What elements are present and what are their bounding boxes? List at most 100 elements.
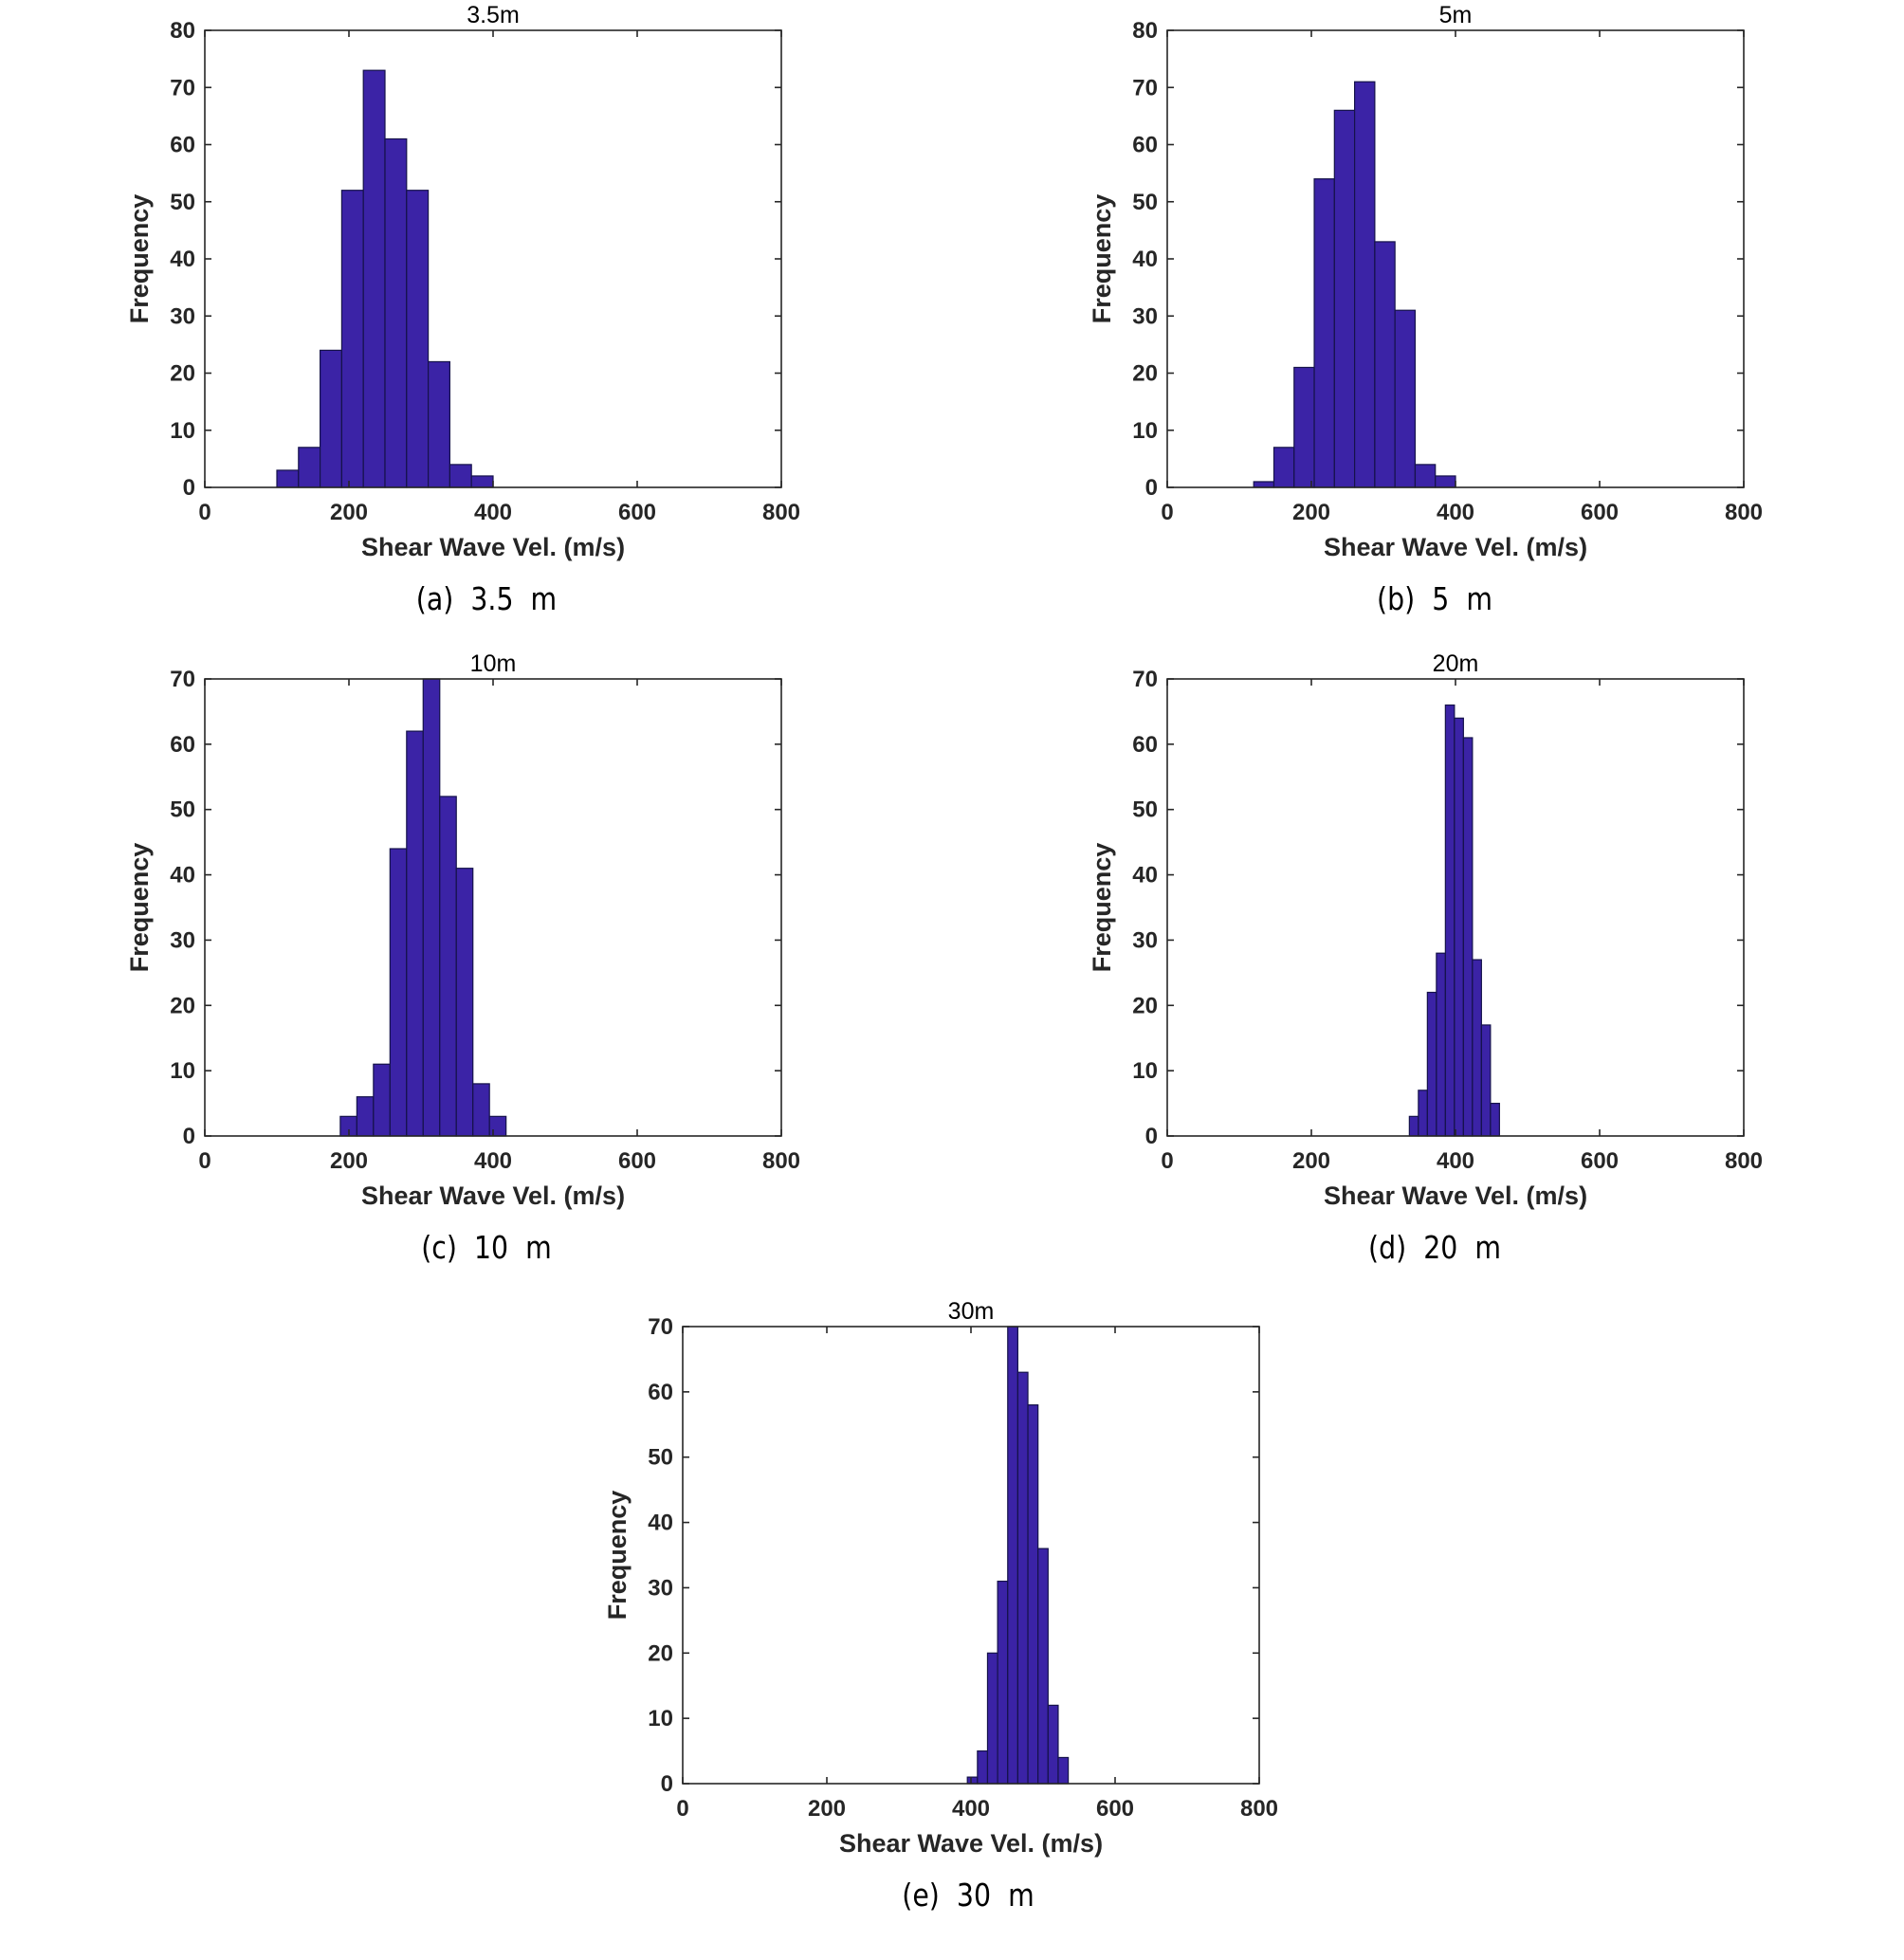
y-axis-label: Frequency — [1088, 843, 1116, 973]
histogram-bar — [1435, 475, 1456, 488]
y-tick-label: 70 — [1132, 667, 1158, 692]
y-tick-label: 50 — [170, 797, 195, 823]
y-tick-label: 50 — [648, 1445, 673, 1471]
panel-caption: (c) 10 m — [421, 1229, 552, 1266]
panel-caption: (b) 5 m — [1377, 580, 1492, 617]
histogram-bar — [1374, 241, 1396, 488]
y-tick-label: 10 — [648, 1706, 673, 1731]
x-tick-label: 800 — [1240, 1796, 1278, 1822]
x-tick-label: 800 — [762, 500, 800, 525]
y-axis-label: Frequency — [125, 843, 154, 973]
x-tick-label: 0 — [198, 1148, 211, 1174]
plot-title: 20m — [1433, 650, 1479, 677]
y-tick-label: 70 — [1132, 75, 1158, 101]
histogram-bar — [1037, 1548, 1049, 1785]
histogram-bar — [986, 1652, 998, 1785]
histogram-panel-3-5m: 0 10 20 30 40 50 60 70 80 0 200 400 600 800 3.5m Shear … — [0, 0, 948, 664]
axes-frame — [204, 678, 782, 1137]
histogram-bar — [470, 475, 494, 488]
histogram-bar — [966, 1776, 979, 1785]
y-tick-label: 30 — [1132, 303, 1158, 329]
plot-title: 3.5m — [467, 2, 520, 28]
y-tick-label: 40 — [170, 247, 195, 272]
y-tick-label: 70 — [170, 75, 195, 101]
x-axis-label: Shear Wave Vel. (m/s) — [1324, 1181, 1587, 1210]
histogram-bar — [1436, 952, 1446, 1137]
histogram-bar — [276, 469, 300, 488]
histogram-bar — [1444, 704, 1455, 1137]
axes-frame — [682, 1326, 1260, 1785]
x-tick-label: 800 — [762, 1148, 800, 1174]
histogram-bar — [977, 1749, 989, 1785]
y-tick-label: 0 — [1145, 475, 1158, 501]
panel-caption: (a) 3.5 m — [415, 580, 558, 617]
y-axis-label: Frequency — [1088, 194, 1116, 324]
x-axis-label: Shear Wave Vel. (m/s) — [361, 1181, 625, 1210]
histogram-bar — [488, 1115, 507, 1137]
histogram-bar — [449, 464, 472, 488]
y-tick-label: 70 — [648, 1314, 673, 1340]
histogram-bar — [1490, 1102, 1500, 1137]
x-tick-label: 400 — [474, 1148, 512, 1174]
y-tick-label: 50 — [1132, 190, 1158, 215]
histogram-bar — [1057, 1756, 1070, 1785]
histogram-bar — [997, 1580, 1009, 1785]
y-tick-label: 80 — [170, 18, 195, 44]
histogram-bar — [1333, 109, 1356, 488]
y-tick-label: 20 — [170, 361, 195, 387]
y-axis-label: Frequency — [603, 1491, 632, 1621]
x-tick-label: 800 — [1725, 500, 1763, 525]
panel-caption: (e) 30 m — [902, 1877, 1034, 1914]
x-tick-label: 0 — [676, 1796, 688, 1822]
histogram-bar — [1394, 309, 1417, 488]
histogram-bar — [1027, 1404, 1039, 1785]
y-tick-label: 60 — [1132, 133, 1158, 158]
histogram-bar — [455, 868, 474, 1137]
histogram-bar — [1354, 81, 1376, 488]
x-tick-label: 200 — [1292, 500, 1330, 525]
y-tick-label: 50 — [1132, 797, 1158, 823]
x-tick-label: 400 — [474, 500, 512, 525]
histogram-bar — [1462, 737, 1474, 1137]
y-tick-label: 40 — [1132, 863, 1158, 888]
histogram-panel-30m: 0 10 20 30 40 50 60 70 0 200 400 600 800 30m Shear Wav… — [478, 1296, 1426, 1960]
x-tick-label: 200 — [808, 1796, 846, 1822]
y-tick-label: 20 — [1132, 993, 1158, 1018]
y-tick-label: 10 — [170, 1058, 195, 1084]
x-tick-label: 200 — [330, 500, 368, 525]
histogram-bar — [472, 1083, 490, 1137]
histogram-bar — [439, 796, 457, 1137]
histogram-bar — [384, 137, 408, 488]
histogram-bar — [1418, 1090, 1428, 1137]
histogram-plot: 0 10 20 30 40 50 60 70 0 200 400 600 800 10m Shear Wav… — [125, 650, 800, 1210]
x-tick-label: 0 — [1161, 1148, 1173, 1174]
y-tick-label: 40 — [648, 1511, 673, 1536]
histogram-bar — [1480, 1024, 1492, 1137]
x-axis-label: Shear Wave Vel. (m/s) — [361, 533, 625, 561]
y-tick-label: 60 — [1132, 732, 1158, 758]
x-tick-label: 400 — [952, 1796, 990, 1822]
histogram-bar — [1016, 1371, 1029, 1785]
y-tick-label: 0 — [1145, 1124, 1158, 1149]
x-tick-label: 600 — [1096, 1796, 1134, 1822]
y-axis-label: Frequency — [125, 194, 154, 324]
axes-frame — [204, 29, 782, 488]
histogram-bar — [1047, 1704, 1059, 1785]
x-tick-label: 800 — [1725, 1148, 1763, 1174]
histogram-bar — [1007, 1326, 1019, 1785]
x-axis-label: Shear Wave Vel. (m/s) — [1324, 533, 1587, 561]
y-tick-label: 80 — [1132, 18, 1158, 44]
histogram-bar — [422, 678, 441, 1137]
histogram-bar — [340, 190, 364, 488]
y-tick-label: 40 — [1132, 247, 1158, 272]
y-tick-label: 70 — [170, 667, 195, 692]
y-tick-label: 10 — [1132, 1058, 1158, 1084]
y-tick-label: 0 — [183, 1124, 195, 1149]
y-tick-label: 0 — [183, 475, 195, 501]
x-tick-label: 600 — [1581, 500, 1619, 525]
x-tick-label: 200 — [1292, 1148, 1330, 1174]
y-tick-label: 20 — [170, 993, 195, 1018]
y-tick-label: 60 — [170, 732, 195, 758]
